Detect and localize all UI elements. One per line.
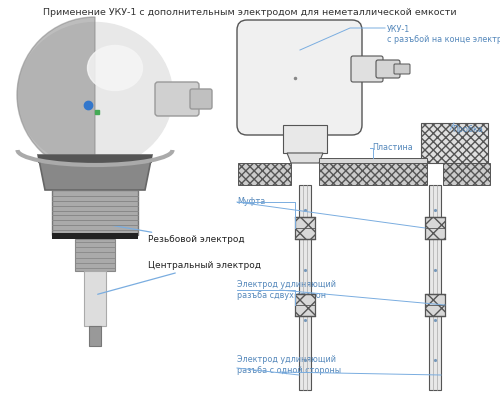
FancyBboxPatch shape	[351, 56, 383, 82]
Bar	[429, 185, 441, 390]
Bar	[75, 239, 115, 271]
FancyBboxPatch shape	[155, 82, 199, 116]
Polygon shape	[38, 155, 152, 190]
Wedge shape	[17, 17, 95, 173]
Text: Центральный электрод: Центральный электрод	[98, 260, 261, 294]
Bar	[52, 190, 138, 235]
FancyBboxPatch shape	[394, 64, 410, 74]
Text: Электрод удлиняющий
разъба с одной стороны: Электрод удлиняющий разъба с одной сторо…	[237, 355, 341, 375]
FancyBboxPatch shape	[376, 60, 400, 78]
Bar	[443, 163, 490, 185]
FancyBboxPatch shape	[190, 89, 212, 109]
Bar	[421, 123, 488, 163]
Bar	[295, 217, 315, 239]
Text: УКУ-1
с разъбой на конце электрода: УКУ-1 с разъбой на конце электрода	[387, 25, 500, 44]
Bar	[295, 294, 315, 316]
Bar	[425, 294, 445, 316]
Polygon shape	[287, 153, 323, 163]
Bar	[425, 217, 445, 239]
Text: Муфта: Муфта	[237, 198, 265, 206]
Text: Пробка: Пробка	[452, 126, 483, 134]
Bar	[319, 163, 427, 185]
Bar	[299, 185, 311, 390]
Bar	[283, 125, 327, 153]
Bar	[84, 271, 106, 326]
Ellipse shape	[88, 46, 142, 90]
Bar	[89, 326, 101, 346]
Ellipse shape	[18, 22, 172, 168]
Bar	[52, 233, 138, 239]
Text: Пластина: Пластина	[372, 144, 413, 152]
Text: Применение УКУ-1 с дополнительным электродом для неметаллической емкости: Применение УКУ-1 с дополнительным электр…	[43, 8, 457, 17]
Text: Резьбовой электрод: Резьбовой электрод	[112, 226, 244, 244]
FancyBboxPatch shape	[237, 20, 362, 135]
Bar	[238, 163, 291, 185]
Bar	[319, 158, 427, 163]
Bar	[38, 155, 152, 163]
Text: Электрод удлиняющий
разъба сдвух сторон: Электрод удлиняющий разъба сдвух сторон	[237, 280, 336, 300]
